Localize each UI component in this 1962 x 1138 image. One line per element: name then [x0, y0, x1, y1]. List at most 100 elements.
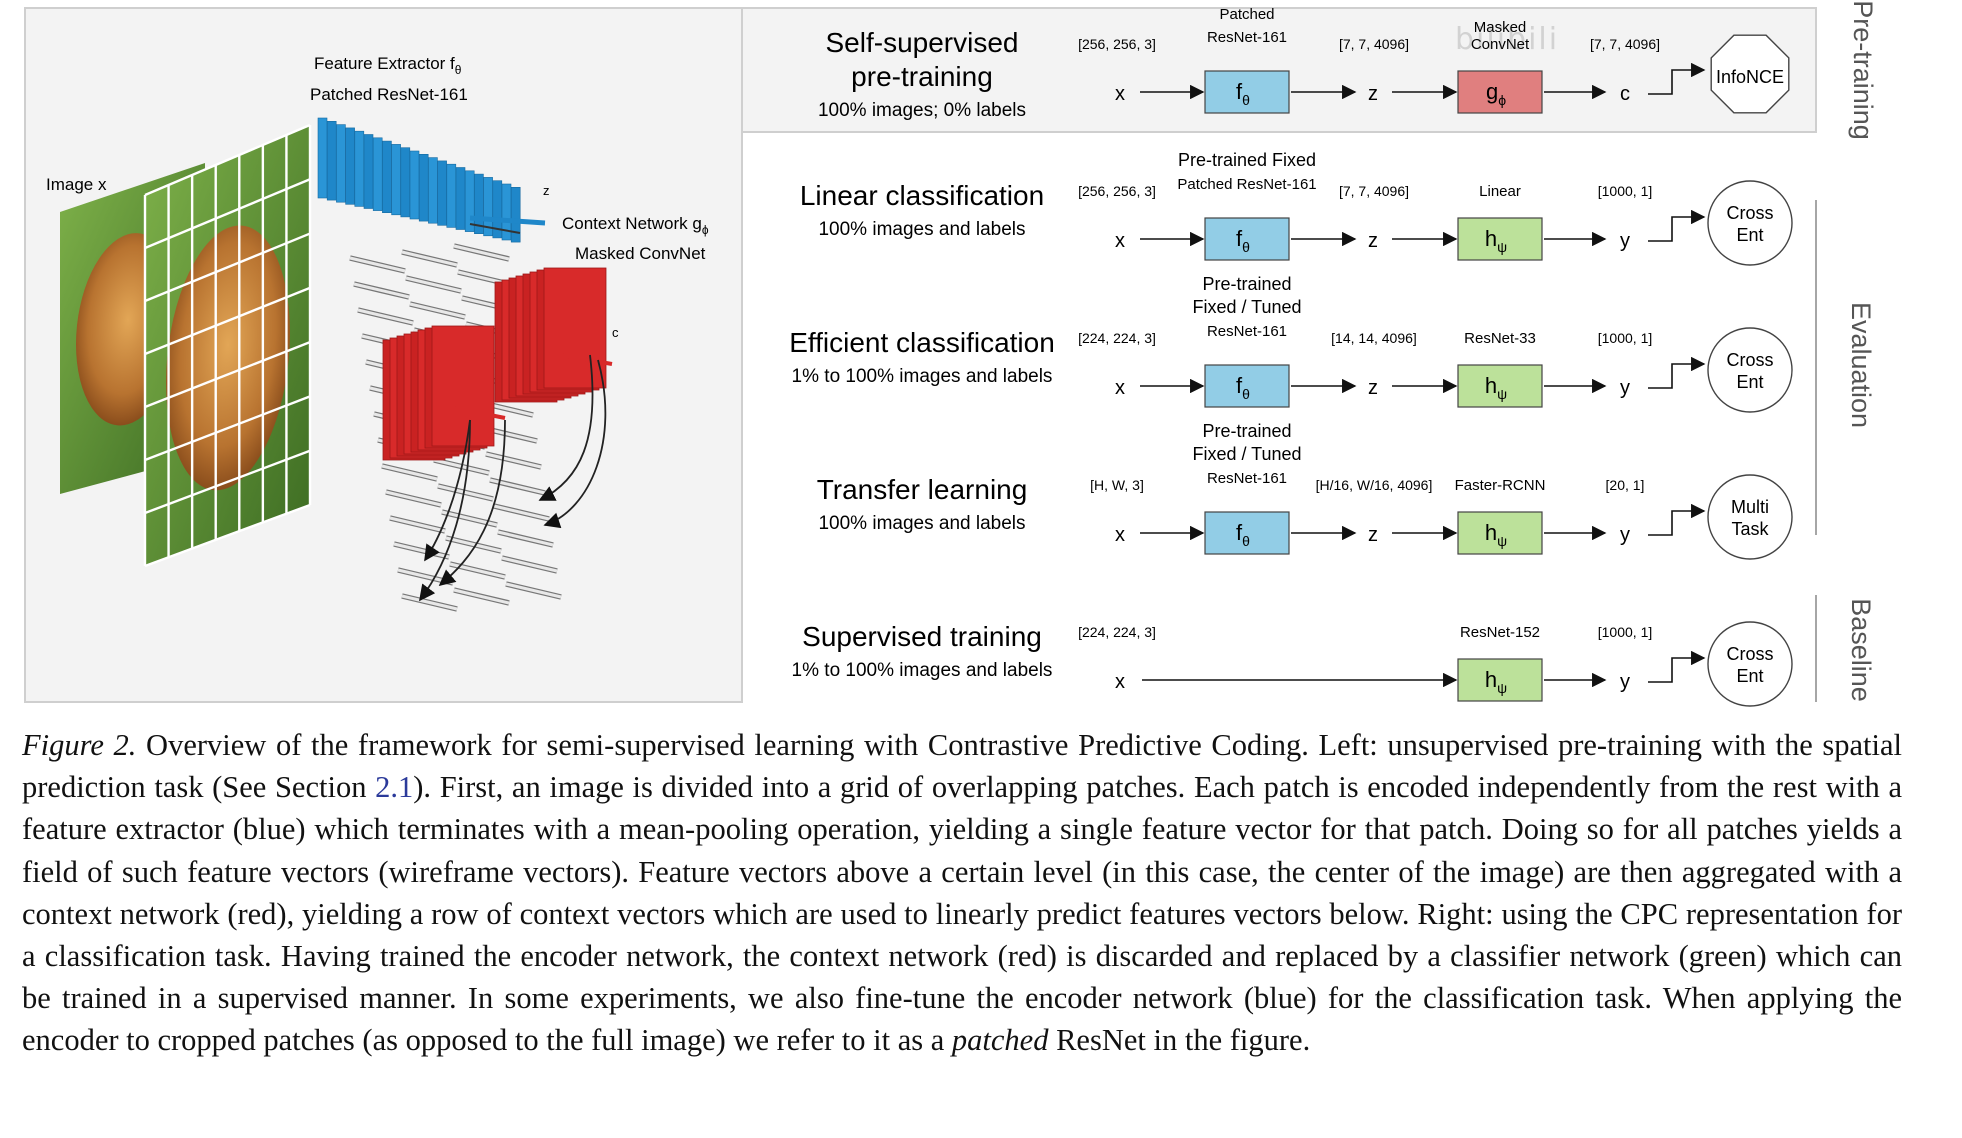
loss-label: Ent — [1736, 666, 1763, 686]
pipeline-row-3: Efficient classification 1% to 100% image… — [789, 274, 1793, 413]
encoder-box — [1204, 217, 1290, 261]
context-network-label: Context Network gϕ — [562, 214, 709, 237]
head-box — [1457, 217, 1543, 261]
figure-caption: Figure 2. Overview of the framework for … — [22, 724, 1902, 1062]
latent-shape: [7, 7, 4096] — [1339, 36, 1409, 52]
latent-var: z — [1368, 377, 1378, 399]
loss-node — [1707, 621, 1793, 707]
loss-node — [1707, 474, 1793, 560]
pipeline-row-2: Linear classification 100% images and lab… — [800, 150, 1793, 266]
row-subtitle: 1% to 100% images and labels — [792, 660, 1053, 681]
encoder-box — [1204, 364, 1290, 408]
caption-italic: patched — [951, 1023, 1049, 1058]
loss-label: Cross — [1726, 203, 1773, 223]
output-shape: [20, 1] — [1606, 477, 1645, 493]
head-label: ResNet-33 — [1464, 330, 1536, 347]
row-title: pre-training — [851, 61, 993, 92]
encoder-label: Fixed / Tuned — [1192, 297, 1301, 317]
loss-node — [1707, 180, 1793, 266]
encoder-label: Pre-trained — [1202, 274, 1291, 294]
encoder-symbol: fθ — [1236, 373, 1250, 402]
head-label: Masked — [1474, 19, 1527, 36]
head-box — [1457, 70, 1543, 114]
output-var: y — [1620, 377, 1630, 399]
head-label: ResNet-152 — [1460, 624, 1540, 641]
encoder-box — [1204, 70, 1290, 114]
caption-text-2: ). First, an image is divided into a gri… — [22, 770, 1903, 1058]
caption-label: Figure 2. — [22, 728, 137, 762]
input-var: x — [1115, 377, 1125, 399]
section-reference-link[interactable]: 2.1 — [375, 770, 414, 805]
image-x-label: Image x — [46, 175, 107, 194]
encoder-label: Patched ResNet-161 — [1177, 176, 1316, 193]
encoder-label: Patched — [1219, 6, 1274, 23]
head-label: Linear — [1479, 183, 1521, 200]
caption-text-3: ResNet in the figure. — [1048, 1023, 1311, 1058]
head-symbol: hψ — [1485, 520, 1507, 549]
loss-label: Task — [1731, 519, 1769, 539]
encoder-symbol: fθ — [1236, 226, 1250, 255]
watermark: bilibili — [1455, 22, 1560, 57]
head-symbol: hψ — [1485, 373, 1507, 402]
head-symbol: hψ — [1485, 226, 1507, 255]
row-title: Supervised training — [802, 621, 1042, 652]
c-label: c — [612, 325, 619, 340]
row-title: Linear classification — [800, 180, 1044, 211]
output-var: y — [1620, 524, 1630, 546]
output-shape: [7, 7, 4096] — [1590, 36, 1660, 52]
loss-label: InfoNCE — [1716, 67, 1784, 87]
head-box — [1457, 364, 1543, 408]
encoder-box — [1204, 511, 1290, 555]
input-var: x — [1115, 524, 1125, 546]
latent-var: z — [1368, 524, 1378, 546]
encoder-label: ResNet-161 — [1207, 470, 1287, 487]
latent-shape: [14, 14, 4096] — [1331, 330, 1417, 346]
side-label-evaluation: Evaluation — [1846, 302, 1876, 428]
latent-var: z — [1368, 230, 1378, 252]
head-label: Faster-RCNN — [1455, 477, 1546, 494]
framework-figure: Image x Feature Extractor fθ Patched Res… — [24, 0, 1878, 707]
row-subtitle: 1% to 100% images and labels — [792, 366, 1053, 387]
head-box — [1457, 511, 1543, 555]
input-shape: [H, W, 3] — [1090, 477, 1144, 493]
pipeline-row-5: Supervised training 1% to 100% images and… — [792, 621, 1793, 707]
input-var: x — [1115, 671, 1125, 693]
cpc-illustration: Image x Feature Extractor fθ Patched Res… — [46, 54, 709, 612]
z-label: z — [543, 183, 550, 198]
loss-label: Ent — [1736, 372, 1763, 392]
head-box — [1457, 658, 1543, 702]
input-shape: [256, 256, 3] — [1078, 183, 1156, 199]
feature-extractor-label: Feature Extractor fθ — [314, 54, 462, 77]
head-symbol: hψ — [1485, 667, 1507, 696]
output-shape: [1000, 1] — [1598, 183, 1653, 199]
input-var: x — [1115, 83, 1125, 105]
input-shape: [224, 224, 3] — [1078, 330, 1156, 346]
encoder-label: Pre-trained — [1202, 421, 1291, 441]
loss-label: Cross — [1726, 350, 1773, 370]
encoder-symbol: fθ — [1236, 520, 1250, 549]
encoder-label: Fixed / Tuned — [1192, 444, 1301, 464]
input-shape: [256, 256, 3] — [1078, 36, 1156, 52]
encoder-label: Pre-trained Fixed — [1178, 150, 1316, 170]
head-label: ConvNet — [1471, 36, 1530, 53]
caption-text-1: Overview of the framework for semi-super… — [22, 728, 1902, 805]
row-subtitle: 100% images and labels — [818, 219, 1025, 240]
latent-var: z — [1368, 83, 1378, 105]
output-var: y — [1620, 671, 1630, 693]
input-var: x — [1115, 230, 1125, 252]
row-title: Transfer learning — [817, 474, 1028, 505]
loss-label: Cross — [1726, 644, 1773, 664]
side-label-baseline: Baseline — [1846, 598, 1876, 702]
loss-node — [1707, 327, 1793, 413]
output-shape: [1000, 1] — [1598, 330, 1653, 346]
context-network-model: Masked ConvNet — [575, 244, 706, 263]
row-subtitle: 100% images and labels — [818, 513, 1025, 534]
input-shape: [224, 224, 3] — [1078, 624, 1156, 640]
side-label-pretraining: Pre-training — [1848, 0, 1878, 140]
pipeline-row-4: Transfer learning 100% images and labels [… — [817, 421, 1793, 560]
row-subtitle: 100% images; 0% labels — [818, 100, 1026, 121]
output-shape: [1000, 1] — [1598, 624, 1653, 640]
output-var: y — [1620, 230, 1630, 252]
